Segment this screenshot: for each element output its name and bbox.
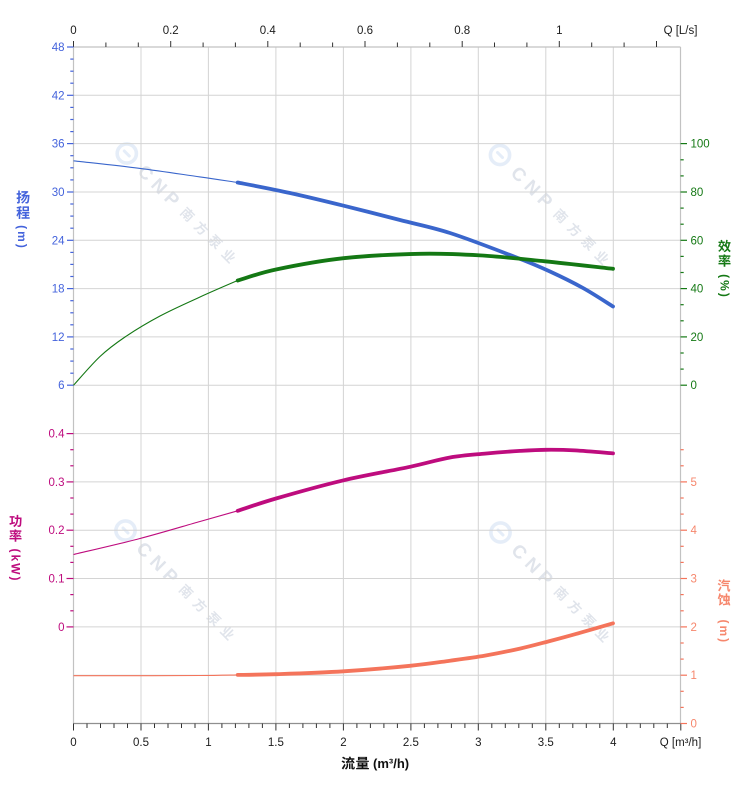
svg-text:4: 4 [610, 737, 617, 749]
svg-text:4: 4 [691, 525, 698, 537]
svg-text:100: 100 [691, 139, 710, 151]
svg-text:3.5: 3.5 [538, 737, 554, 749]
svg-text:48: 48 [52, 42, 65, 54]
svg-text:0: 0 [70, 737, 76, 749]
svg-text:0: 0 [691, 380, 697, 392]
svg-text:(m): (m) [717, 619, 731, 644]
svg-text:0.4: 0.4 [260, 25, 277, 37]
svg-text:1: 1 [691, 670, 697, 682]
svg-text:24: 24 [52, 235, 65, 247]
svg-text:3: 3 [691, 574, 697, 586]
svg-text:0.3: 0.3 [49, 477, 65, 489]
svg-text:6: 6 [58, 380, 64, 392]
svg-text:0.6: 0.6 [357, 25, 373, 37]
svg-text:0: 0 [691, 719, 697, 731]
svg-text:0: 0 [70, 25, 76, 37]
svg-text:30: 30 [52, 187, 65, 199]
svg-text:0.8: 0.8 [454, 25, 470, 37]
svg-text:1: 1 [556, 25, 562, 37]
svg-text:36: 36 [52, 139, 65, 151]
svg-text:80: 80 [691, 187, 704, 199]
svg-text:5: 5 [691, 477, 697, 489]
svg-text:18: 18 [52, 284, 65, 296]
svg-text:0.5: 0.5 [133, 737, 149, 749]
svg-text:1: 1 [205, 737, 211, 749]
svg-text:2: 2 [340, 737, 346, 749]
svg-text:0.4: 0.4 [49, 429, 66, 441]
svg-text:42: 42 [52, 90, 65, 102]
svg-text:2.5: 2.5 [403, 737, 419, 749]
svg-text:0.2: 0.2 [49, 525, 65, 537]
svg-text:Q [m³/h]: Q [m³/h] [660, 737, 702, 749]
svg-text:(%): (%) [718, 274, 732, 299]
svg-text:0.2: 0.2 [163, 25, 179, 37]
svg-text:Q [L/s]: Q [L/s] [664, 25, 698, 37]
svg-text:3: 3 [475, 737, 481, 749]
svg-text:1.5: 1.5 [268, 737, 284, 749]
svg-text:0.1: 0.1 [49, 574, 65, 586]
svg-text:2: 2 [691, 622, 697, 634]
svg-text:12: 12 [52, 332, 65, 344]
svg-text:(m): (m) [15, 225, 29, 250]
svg-text:20: 20 [691, 332, 704, 344]
svg-text:0: 0 [58, 622, 64, 634]
svg-text:40: 40 [691, 284, 704, 296]
svg-text:(kW): (kW) [9, 549, 23, 583]
svg-text:(m³/h): (m³/h) [373, 756, 409, 771]
svg-text:60: 60 [691, 235, 704, 247]
